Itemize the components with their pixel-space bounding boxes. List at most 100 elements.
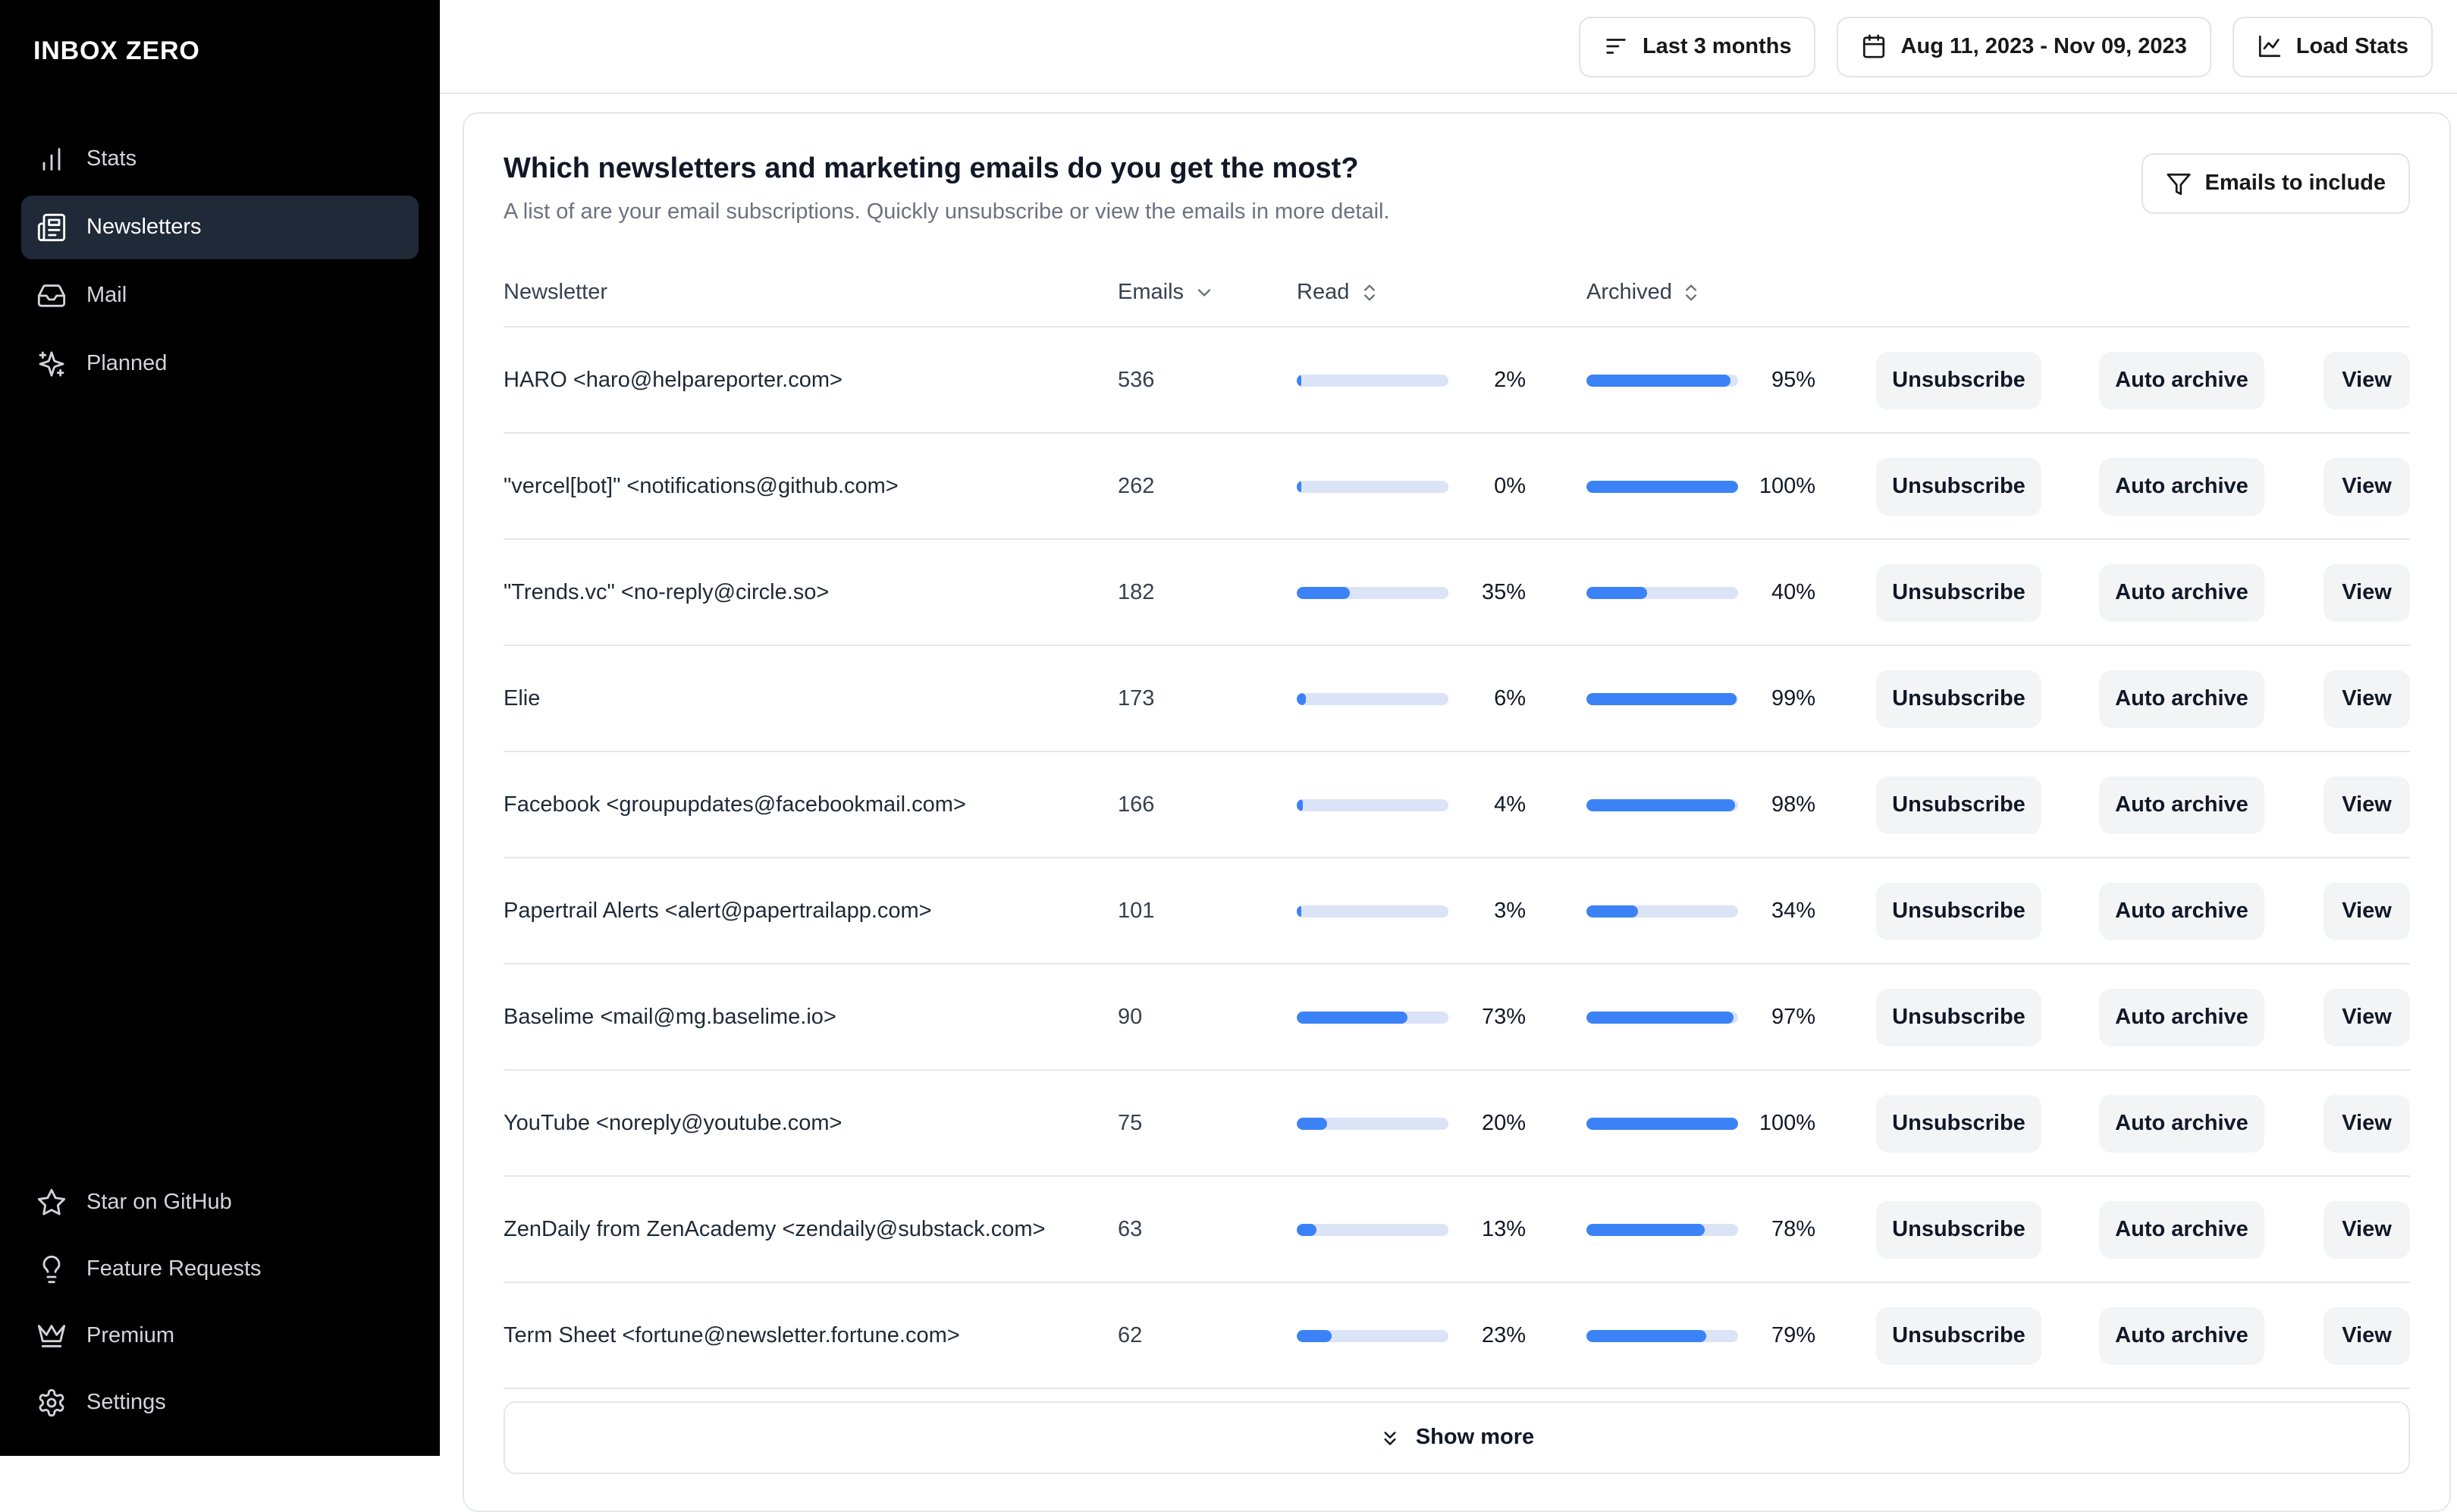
- sidebar-item-star-on-github[interactable]: Star on GitHub: [21, 1171, 419, 1234]
- newsletter-name: Facebook <groupupdates@facebookmail.com>: [504, 792, 966, 817]
- read-percent: 20%: [1481, 1111, 1526, 1135]
- lightbulb-icon: [42, 1255, 61, 1284]
- unsubscribe-button[interactable]: Unsubscribe: [1876, 457, 2041, 515]
- read-progress-fill: [1297, 1223, 1316, 1235]
- archived-cell: 79%: [1586, 1323, 1815, 1347]
- sidebar-item-mail[interactable]: Mail: [21, 264, 419, 328]
- archived-cell: 78%: [1586, 1217, 1815, 1241]
- load-stats-button[interactable]: Load Stats: [2232, 16, 2433, 77]
- read-cell: 0%: [1297, 474, 1526, 498]
- column-emails[interactable]: Emails: [1118, 280, 1297, 304]
- unsubscribe-button[interactable]: Unsubscribe: [1876, 670, 2041, 727]
- view-button[interactable]: View: [2324, 1200, 2410, 1258]
- auto-archive-button[interactable]: Auto archive: [2099, 776, 2264, 833]
- archived-cell: 99%: [1586, 686, 1815, 711]
- auto-archive-button[interactable]: Auto archive: [2099, 1200, 2264, 1258]
- unsubscribe-button[interactable]: Unsubscribe: [1876, 882, 2041, 940]
- show-more-button[interactable]: Show more: [504, 1401, 2410, 1474]
- table-row: HARO <haro@helpareporter.com> 536 2% 95%…: [504, 328, 2410, 434]
- column-read[interactable]: Read: [1297, 280, 1526, 304]
- archived-percent: 79%: [1771, 1323, 1815, 1347]
- archived-progress-bar: [1586, 374, 1738, 386]
- read-progress-bar: [1297, 905, 1448, 917]
- newsletter-name: "Trends.vc" <no-reply@circle.so>: [504, 580, 830, 604]
- unsubscribe-button[interactable]: Unsubscribe: [1876, 988, 2041, 1046]
- table-row: Elie 173 6% 99% Unsubscribe Auto archive…: [504, 646, 2410, 752]
- emails-to-include-button[interactable]: Emails to include: [2141, 153, 2410, 214]
- auto-archive-button[interactable]: Auto archive: [2099, 351, 2264, 409]
- sidebar-item-stats[interactable]: Stats: [21, 127, 419, 191]
- sidebar-item-newsletters[interactable]: Newsletters: [21, 196, 419, 259]
- emails-count: 173: [1118, 686, 1155, 711]
- view-button[interactable]: View: [2324, 882, 2410, 940]
- view-button[interactable]: View: [2324, 1307, 2410, 1364]
- chevrons-up-down-icon: [1686, 284, 1697, 300]
- sidebar-item-planned[interactable]: Planned: [21, 332, 419, 396]
- view-button[interactable]: View: [2324, 776, 2410, 833]
- archived-progress-fill: [1586, 586, 1647, 598]
- auto-archive-button[interactable]: Auto archive: [2099, 563, 2264, 621]
- chevron-down-icon: [1197, 288, 1210, 296]
- read-progress-fill: [1297, 374, 1301, 386]
- read-progress-bar: [1297, 1117, 1448, 1129]
- bar-chart-icon: [42, 148, 61, 171]
- unsubscribe-button[interactable]: Unsubscribe: [1876, 1094, 2041, 1152]
- table-header: Newsletter Emails Read Archived: [504, 258, 2410, 328]
- view-button[interactable]: View: [2324, 670, 2410, 727]
- sidebar-item-settings[interactable]: Settings: [21, 1371, 419, 1435]
- read-percent: 6%: [1494, 686, 1526, 711]
- view-button[interactable]: View: [2324, 1094, 2410, 1152]
- newsletter-name: Baselime <mail@mg.baselime.io>: [504, 1005, 836, 1029]
- sidebar-item-premium[interactable]: Premium: [21, 1304, 419, 1368]
- view-button[interactable]: View: [2324, 988, 2410, 1046]
- read-percent: 0%: [1494, 474, 1526, 498]
- unsubscribe-button[interactable]: Unsubscribe: [1876, 1307, 2041, 1364]
- sidebar-item-label: Planned: [86, 352, 168, 376]
- unsubscribe-button[interactable]: Unsubscribe: [1876, 776, 2041, 833]
- column-archived[interactable]: Archived: [1586, 280, 1815, 304]
- archived-percent: 99%: [1771, 686, 1815, 711]
- unsubscribe-button[interactable]: Unsubscribe: [1876, 351, 2041, 409]
- auto-archive-button[interactable]: Auto archive: [2099, 457, 2264, 515]
- crown-icon: [37, 1325, 66, 1347]
- unsubscribe-button[interactable]: Unsubscribe: [1876, 563, 2041, 621]
- read-progress-fill: [1297, 692, 1306, 704]
- emails-count: 75: [1118, 1111, 1143, 1135]
- read-cell: 6%: [1297, 686, 1526, 711]
- auto-archive-button[interactable]: Auto archive: [2099, 1094, 2264, 1152]
- show-more-label: Show more: [1415, 1426, 1535, 1450]
- read-percent: 73%: [1481, 1005, 1526, 1029]
- archived-progress-bar: [1586, 1117, 1738, 1129]
- archived-percent: 78%: [1771, 1217, 1815, 1241]
- archived-cell: 40%: [1586, 580, 1815, 604]
- view-button[interactable]: View: [2324, 563, 2410, 621]
- unsubscribe-button[interactable]: Unsubscribe: [1876, 1200, 2041, 1258]
- date-range-button[interactable]: Aug 11, 2023 - Nov 09, 2023: [1837, 16, 2211, 77]
- sidebar-footer: Star on GitHub Feature Requests Premium …: [21, 1171, 419, 1435]
- read-percent: 13%: [1481, 1217, 1526, 1241]
- table-row: "Trends.vc" <no-reply@circle.so> 182 35%…: [504, 540, 2410, 646]
- chevrons-up-down-icon: [1363, 284, 1375, 300]
- column-newsletter: Newsletter: [504, 280, 607, 304]
- view-button[interactable]: View: [2324, 351, 2410, 409]
- archived-progress-fill: [1586, 905, 1638, 917]
- archived-percent: 98%: [1771, 792, 1815, 817]
- period-button[interactable]: Last 3 months: [1578, 16, 1816, 77]
- read-progress-fill: [1297, 905, 1301, 917]
- auto-archive-button[interactable]: Auto archive: [2099, 882, 2264, 940]
- auto-archive-button[interactable]: Auto archive: [2099, 1307, 2264, 1364]
- auto-archive-button[interactable]: Auto archive: [2099, 670, 2264, 727]
- archived-percent: 100%: [1759, 1111, 1815, 1135]
- card-title: Which newsletters and marketing emails d…: [504, 153, 1359, 185]
- read-progress-bar: [1297, 798, 1448, 811]
- sidebar-item-label: Feature Requests: [86, 1257, 262, 1281]
- archived-progress-fill: [1586, 1329, 1706, 1341]
- sidebar-item-label: Mail: [86, 284, 127, 308]
- sidebar-item-feature-requests[interactable]: Feature Requests: [21, 1238, 419, 1301]
- read-cell: 20%: [1297, 1111, 1526, 1135]
- archived-percent: 97%: [1771, 1005, 1815, 1029]
- view-button[interactable]: View: [2324, 457, 2410, 515]
- archived-cell: 98%: [1586, 792, 1815, 817]
- auto-archive-button[interactable]: Auto archive: [2099, 988, 2264, 1046]
- read-progress-bar: [1297, 1011, 1448, 1023]
